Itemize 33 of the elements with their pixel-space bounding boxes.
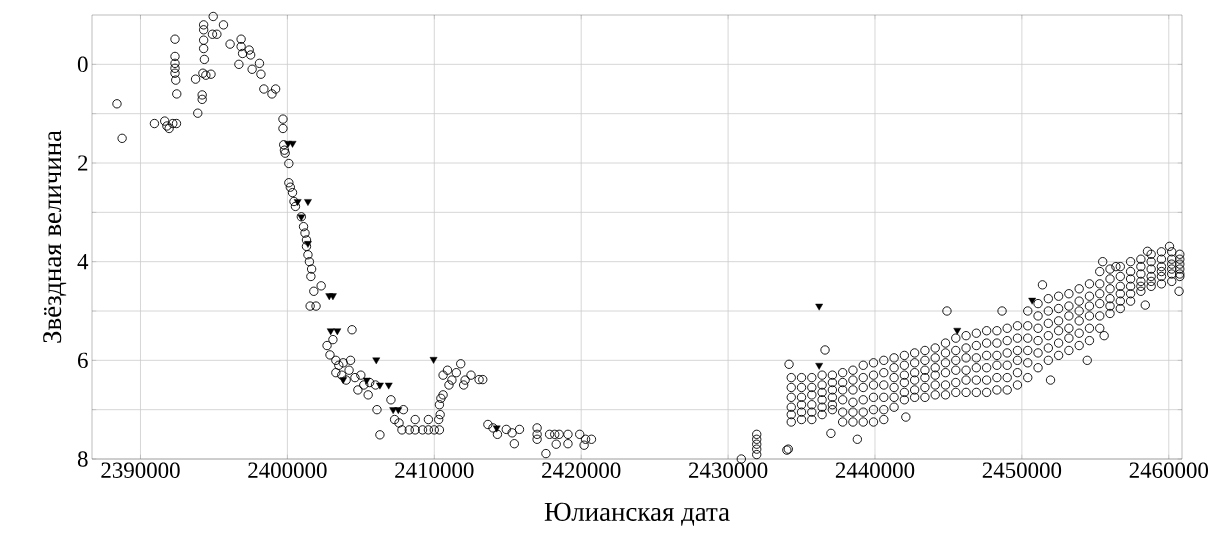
x-tick-label: 2410000 (395, 462, 474, 478)
y-tick-label: 6 (78, 352, 88, 369)
point (304, 241, 312, 248)
point (376, 382, 384, 390)
x-tick-label: 2420000 (542, 462, 621, 478)
point (326, 328, 335, 336)
point (362, 377, 371, 385)
x-tick-label: 2460000 (1129, 462, 1209, 478)
y-tick-label: 2 (78, 155, 88, 171)
point (384, 382, 393, 390)
point (288, 140, 297, 148)
point (329, 293, 337, 301)
point (492, 425, 501, 433)
point (304, 199, 312, 206)
y-tick-label: 0 (77, 56, 88, 73)
point (953, 327, 962, 335)
point (815, 303, 823, 311)
point (333, 328, 342, 336)
x-axis-title: Юлианская дата (544, 502, 730, 526)
point (1028, 297, 1036, 305)
x-tick-label: 2450000 (982, 462, 1062, 478)
x-tick-label: 2400000 (248, 462, 327, 478)
y-tick-label: 8 (77, 451, 88, 467)
y-tick-label: 4 (77, 254, 89, 270)
point (429, 357, 438, 364)
point (372, 357, 381, 365)
x-tick-label: 2390000 (101, 462, 180, 478)
point (293, 199, 302, 206)
y-axis-title: Звёздная величина (43, 130, 67, 343)
point (815, 362, 823, 370)
point (394, 407, 403, 415)
x-tick-label: 2430000 (688, 462, 768, 478)
x-tick-label: 2440000 (835, 462, 915, 478)
